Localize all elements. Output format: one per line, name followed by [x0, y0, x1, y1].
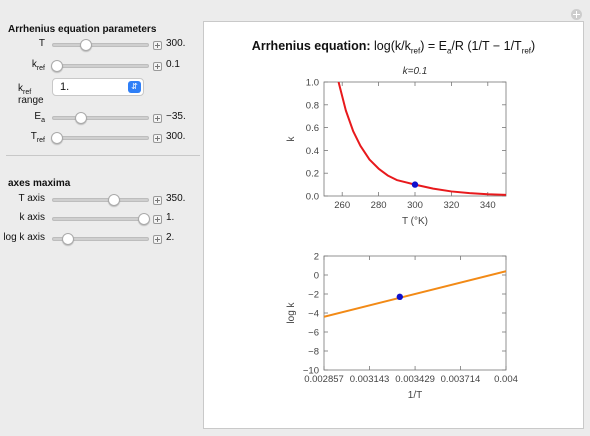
x-tick-label: 280 [371, 200, 387, 211]
T-slider-track[interactable] [52, 43, 149, 47]
plot-area: Arrhenius equation: log(k/kref) = Ea/R (… [203, 21, 584, 429]
params-section-title: Arrhenius equation parameters [8, 24, 157, 35]
k-axis-label: k axis [19, 212, 45, 223]
select-stepper-icon[interactable]: ⇵ [128, 81, 141, 93]
logk-axis-slider-track[interactable] [52, 237, 149, 241]
x-tick-label: 340 [480, 200, 496, 211]
Tref-expand-icon[interactable] [153, 134, 162, 143]
chart-1: k=0.1 260 280 300 320 340 0.0 0.2 0.4 0.6 0.8 1.0 T … [286, 66, 507, 227]
kref-range-label-line2: range [18, 95, 44, 106]
plot-frame-box [323, 81, 507, 197]
logk-axis-slider-thumb[interactable] [62, 233, 74, 245]
y-tick-label: −6 [308, 328, 319, 339]
T-axis-slider-track[interactable] [52, 198, 149, 202]
x-tick-label: 0.003143 [350, 374, 390, 385]
T-axis-value: 350. [166, 193, 186, 204]
kref-expand-icon[interactable] [153, 62, 162, 71]
charts-svg: k=0.1 260 280 300 320 340 0.0 0.2 0.4 0.6 0.8 1.0 T … [286, 66, 518, 402]
Ea-expand-icon[interactable] [153, 114, 162, 123]
x-tick-label: 320 [443, 200, 459, 211]
logk-axis-expand-icon[interactable] [153, 235, 162, 244]
Tref-control: Tref 300. [0, 130, 200, 146]
control-panel: Arrhenius equation parameters T 300. kre… [0, 0, 200, 436]
Tref-slider-thumb[interactable] [51, 132, 63, 144]
y-tick-label: −10 [303, 366, 319, 377]
y-axis-label: k [286, 136, 297, 142]
current-point [411, 181, 419, 188]
Tref-value: 300. [166, 131, 186, 142]
T-axis-label: T axis [18, 193, 46, 204]
kref-range-select[interactable]: 1. ⇵ [52, 78, 144, 96]
T-control: T 300. [0, 37, 200, 53]
series-line [324, 270, 506, 318]
T-value: 300. [166, 38, 186, 49]
y-tick-label: −4 [308, 309, 319, 320]
k-axis-expand-icon[interactable] [153, 215, 162, 224]
T-axis-expand-icon[interactable] [153, 196, 162, 205]
x-axis-label: 1/T [408, 390, 422, 401]
kref-slider-track[interactable] [52, 64, 149, 68]
axes-section-title: axes maxima [8, 178, 71, 189]
y-tick-label: 2 [314, 252, 319, 263]
chart-2: 0.002857 0.003143 0.003429 0.003714 0.004 2 0 −… [286, 252, 518, 402]
y-tick-label: 0.0 [306, 192, 319, 203]
y-tick-label: 0.2 [306, 169, 319, 180]
Ea-slider-thumb[interactable] [75, 112, 87, 124]
T-expand-icon[interactable] [153, 41, 162, 50]
kref-range-selected: 1. [60, 81, 70, 93]
y-tick-label: −2 [308, 290, 319, 301]
y-tick-label: 0.8 [306, 100, 319, 111]
section-divider [6, 155, 200, 156]
x-axis-label: T (°K) [402, 216, 428, 227]
x-tick-label: 0.002857 [304, 374, 344, 385]
T-axis-slider-thumb[interactable] [108, 194, 120, 206]
current-point [396, 293, 403, 301]
Tref-label: Tref [30, 131, 45, 144]
kref-range-label: kref [18, 83, 32, 96]
T-axis-control: T axis 350. [0, 192, 200, 208]
logk-axis-value: 2. [166, 232, 175, 243]
Ea-slider-track[interactable] [52, 116, 149, 120]
x-tick-label: 0.003429 [395, 374, 435, 385]
y-axis-label: log k [286, 301, 297, 323]
x-tick-label: 0.004 [494, 374, 518, 385]
y-tick-label: 0 [314, 271, 319, 282]
plot-frame-box [323, 255, 507, 371]
k-axis-value: 1. [166, 212, 175, 223]
x-tick-label: 0.003714 [441, 374, 481, 385]
k-axis-slider-thumb[interactable] [138, 213, 150, 225]
kref-control: kref 0.1 [0, 58, 200, 74]
chart-title: k=0.1 [403, 66, 428, 77]
T-label: T [38, 38, 45, 49]
series-line [337, 82, 506, 196]
logk-axis-control: log k axis 2. [0, 231, 200, 247]
y-tick-label: 1.0 [306, 78, 319, 89]
x-tick-label: 260 [334, 200, 350, 211]
plot-title: Arrhenius equation: log(k/kref) = Ea/R (… [251, 39, 536, 56]
k-axis-control: k axis 1. [0, 211, 200, 227]
Ea-label: Ea [34, 111, 45, 124]
y-tick-label: −8 [308, 347, 319, 358]
logk-axis-label: log k axis [3, 232, 45, 243]
kref-slider-thumb[interactable] [51, 60, 63, 72]
k-axis-slider-track[interactable] [52, 217, 149, 221]
x-tick-label: 300 [407, 200, 423, 211]
Ea-control: Ea −35. [0, 110, 200, 126]
T-slider-thumb[interactable] [80, 39, 92, 51]
y-tick-label: 0.6 [306, 123, 319, 134]
Tref-slider-track[interactable] [52, 136, 149, 140]
Ea-value: −35. [166, 111, 186, 122]
kref-label: kref [31, 59, 45, 72]
y-tick-label: 0.4 [306, 146, 319, 157]
options-plus-icon[interactable] [571, 9, 582, 20]
kref-value: 0.1 [166, 59, 180, 70]
